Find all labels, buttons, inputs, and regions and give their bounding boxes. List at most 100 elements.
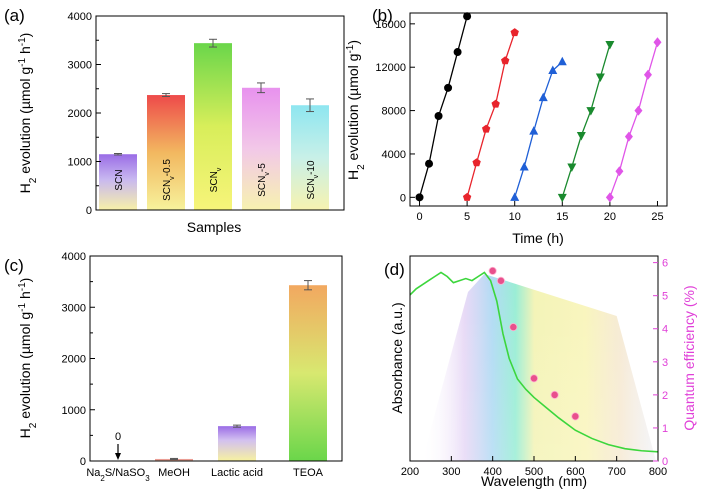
b-point-2-3 [538, 92, 548, 102]
b-point-2-4 [548, 65, 558, 74]
b-point-1-3 [491, 99, 500, 108]
b-ytick-label: 12000 [375, 62, 406, 74]
bar-a-1 [147, 95, 185, 210]
panel-d-label: (d) [384, 260, 405, 279]
panel-a-ylabel: H2 evolution (µmol g-1 h-1) [17, 33, 39, 194]
b-point-2-0 [510, 192, 520, 201]
b-point-0-0 [415, 193, 424, 202]
c-ytick-label: 2000 [62, 354, 86, 366]
d-ytick-right-label: 0 [662, 456, 668, 468]
b-point-1-0 [462, 192, 472, 201]
bar-a-3 [242, 87, 280, 210]
b-series-line-1 [466, 32, 516, 198]
d-qe-point-2 [509, 323, 518, 332]
d-ytick-right-label: 6 [662, 258, 668, 270]
b-point-3-3 [586, 107, 596, 116]
b-point-4-2 [624, 131, 633, 142]
d-ytick-right-label: 5 [662, 291, 668, 303]
bar-a-label-0: SCN [114, 169, 125, 190]
panel-c-label: (c) [4, 256, 24, 275]
b-ytick-label: 4000 [382, 149, 406, 161]
panel-b-label: (b) [372, 6, 393, 25]
d-xtick-label: 400 [483, 466, 501, 478]
panel-d: (d) 200 300 400 500 600 700 8000 1 2 3 4 5 6 Wavelen… [384, 255, 697, 489]
bar-a-2 [194, 43, 232, 210]
bar-a-label-4: SCNv-10 [306, 160, 320, 200]
c-xtick-label-1: MeOH [158, 467, 190, 479]
light-spectrum-background [422, 274, 656, 461]
errorbar-a-4 [306, 98, 314, 113]
b-point-1-4 [501, 56, 510, 65]
c-xtick-label-3: TEOA [293, 467, 324, 479]
errorbar-a-2 [209, 38, 217, 48]
b-xtick-label: 25 [651, 211, 663, 223]
b-xtick-label: 5 [464, 211, 470, 223]
panel-d-ylabel-right: Quantum efficiency (%) [681, 285, 697, 430]
b-point-4-0 [605, 192, 614, 203]
b-point-3-1 [567, 163, 577, 172]
panel-a-label: (a) [4, 6, 25, 25]
b-series-line-4 [609, 42, 659, 198]
b-ytick-label: 8000 [382, 106, 406, 118]
d-xtick-label: 300 [442, 466, 460, 478]
d-absorbance-line [409, 271, 659, 453]
b-point-4-1 [615, 166, 624, 177]
panel-a-xlabel: Samples [187, 219, 241, 235]
b-point-0-3 [444, 83, 453, 92]
b-point-0-1 [425, 159, 434, 168]
b-point-2-1 [519, 161, 529, 171]
c-ytick-label: 3000 [62, 302, 86, 314]
d-xtick-label: 700 [607, 466, 625, 478]
b-ytick-label: 0 [400, 192, 406, 204]
b-point-1-1 [472, 158, 481, 167]
d-qe-point-5 [571, 412, 580, 421]
b-point-0-2 [434, 112, 443, 121]
d-qe-point-4 [550, 390, 559, 399]
panel-c: (c) Na2S/NaSO3 MeOH Lactic acid TEOA 0 0 1000… [4, 251, 343, 483]
panel-d-ylabel-left: Absorbance (a.u.) [389, 302, 405, 413]
b-point-3-0 [557, 193, 567, 203]
b-point-4-4 [643, 69, 652, 80]
c-ytick-label: 4000 [62, 251, 86, 263]
errorbar-c-2 [233, 424, 241, 428]
b-point-0-4 [453, 48, 462, 57]
bar-a-label-2: SCNv [209, 167, 223, 192]
b-point-2-2 [529, 126, 539, 135]
a-ytick-label: 0 [86, 205, 92, 217]
bar-c-1 [155, 458, 193, 461]
b-point-3-4 [595, 73, 605, 82]
b-point-4-5 [653, 37, 662, 48]
errorbar-a-1 [162, 93, 170, 98]
panel-d-xlabel: Wavelength (nm) [481, 473, 587, 489]
bar-a-4 [291, 105, 329, 210]
b-point-3-5 [605, 40, 615, 50]
panel-b-ylabel: H2 evolution (µmol g-1) [345, 40, 367, 180]
d-ytick-right-label: 4 [662, 324, 668, 336]
panel-b: (b) 0 5 10 15 20 25 0 4000 8000 12000 16000 Time (… [345, 6, 668, 246]
c-zero-arrow [115, 444, 121, 460]
d-xtick-label: 200 [401, 466, 419, 478]
panel-c-ylabel: H2 evolution (µmol g-1 h-1) [17, 278, 39, 439]
a-ytick-label: 3000 [68, 60, 92, 72]
a-ytick-label: 2000 [68, 108, 92, 120]
bar-a-label-1: SCNv-0.5 [162, 159, 176, 201]
b-xtick-label: 15 [556, 211, 568, 223]
c-zero-annotation: 0 [115, 431, 121, 443]
errorbar-c-3 [304, 280, 312, 291]
b-point-0-5 [463, 12, 472, 21]
a-ytick-label: 1000 [68, 157, 92, 169]
b-series-line-3 [561, 44, 611, 198]
d-qe-point-1 [496, 276, 505, 285]
panel-b-frame [409, 12, 668, 207]
panel-a: (a) SCN SCNv-0.5 SCNv SCNv-5 SCNv-10 0 1000 20… [4, 6, 345, 235]
c-xtick-label-2: Lactic acid [211, 467, 263, 479]
b-series-line-2 [514, 61, 563, 198]
errorbar-c-1 [170, 457, 178, 460]
errorbar-a-3 [257, 82, 265, 94]
b-point-2-5 [557, 56, 567, 66]
panel-b-xlabel: Time (h) [512, 230, 564, 246]
a-ytick-label: 4000 [68, 11, 92, 23]
d-ytick-right-label: 1 [662, 423, 668, 435]
d-ytick-right-label: 3 [662, 357, 668, 369]
